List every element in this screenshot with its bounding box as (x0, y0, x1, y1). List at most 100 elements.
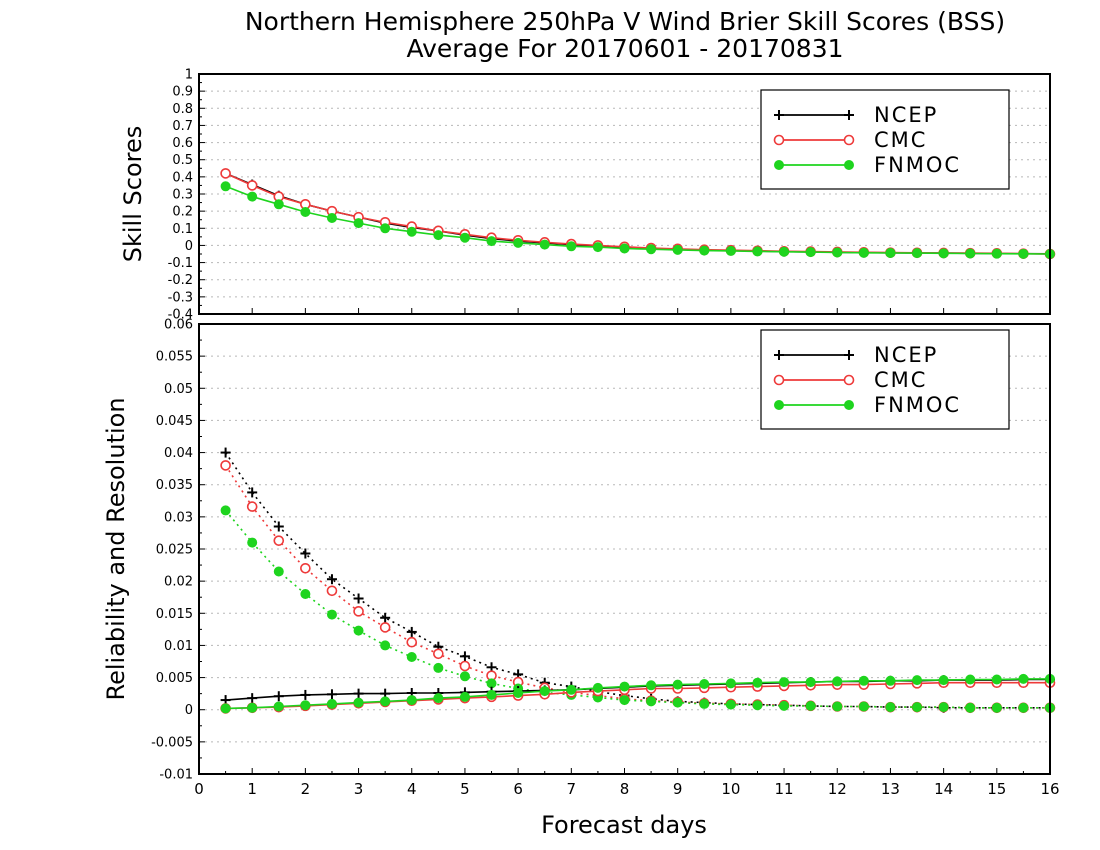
top-y-tick-label: -0.4 (168, 308, 193, 323)
top-legend-fnmoc-label: FNMOC (874, 153, 961, 177)
top-fnmoc-point-11 (513, 237, 524, 248)
top-fnmoc-point-10 (486, 236, 497, 247)
bottom-y-axis-title: Reliability and Resolution (102, 397, 130, 700)
bot-y-tick-label: 0.025 (156, 543, 193, 558)
reliability-resolution-panel: 0.060.0550.050.0450.040.0350.030.0250.02… (102, 308, 1060, 839)
top-legend-ncep-label: NCEP (874, 103, 938, 127)
bot-legend-cmc-marker-right (843, 374, 855, 386)
bot-fnmoc-reliability-point-3 (300, 589, 311, 599)
bot-legend-cmc-label: CMC (874, 368, 927, 392)
bottom-plot-frame (198, 323, 1051, 775)
bot-fnmoc-reliability-point-21 (779, 700, 790, 711)
x-axis-ticks: 0 1 2 3 4 5 6 7 8 9 10 11 12 13 14 15 16 (194, 308, 1060, 798)
bot-cmc-reliability-point-8 (433, 648, 444, 660)
bot-y-tick-label: 0.045 (156, 414, 193, 429)
bot-fnmoc-resolution-point-1 (247, 702, 258, 713)
bot-cmc-reliability-point-9 (459, 660, 471, 672)
top-fnmoc-point-9 (459, 232, 470, 243)
bot-fnmoc-reliability-point-0 (220, 505, 231, 516)
bot-cmc-reliability-point-3 (300, 562, 311, 574)
bot-y-tick-label: 0.01 (164, 639, 193, 654)
bot-fnmoc-resolution-point-8 (433, 693, 444, 704)
bottom-series-layer (220, 447, 1056, 714)
bot-cmc-reliability-point-1 (246, 501, 258, 512)
top-legend-fnmoc-marker-left (774, 160, 784, 170)
top-legend-fnmoc-marker-right (844, 160, 854, 170)
top-y-tick-label: 0.5 (172, 153, 193, 168)
top-fnmoc-point-1 (247, 191, 258, 202)
bot-y-tick-label: 0.035 (156, 478, 193, 493)
x-tick-label: 12 (828, 780, 847, 798)
top-fnmoc-point-18 (699, 245, 710, 256)
bot-fnmoc-reliability-point-28 (965, 702, 976, 713)
top-fnmoc-point-12 (539, 239, 550, 250)
bot-fnmoc-resolution-point-18 (699, 679, 710, 689)
top-fnmoc-point-22 (805, 247, 816, 258)
bot-legend-ncep-label: NCEP (874, 343, 938, 367)
bot-fnmoc-resolution-point-7 (406, 695, 417, 706)
x-tick-label: 0 (194, 780, 204, 798)
bot-fnmoc-resolution-point-26 (912, 675, 923, 686)
bot-legend-fnmoc-marker-left (774, 400, 784, 410)
x-tick-label: 8 (620, 780, 630, 798)
bot-fnmoc-resolution-point-0 (220, 703, 231, 714)
x-tick-label: 13 (881, 780, 900, 798)
bot-y-tick-label: 0.04 (164, 446, 193, 461)
bot-fnmoc-resolution-point-21 (779, 677, 790, 688)
bot-fnmoc-reliability-point-16 (646, 696, 657, 707)
bot-cmc-reliability-point-6 (379, 622, 391, 633)
x-tick-label: 4 (407, 780, 417, 798)
top-y-tick-label: 1 (185, 68, 193, 83)
bot-fnmoc-reliability-point-27 (938, 702, 949, 713)
bot-cmc-reliability-point-5 (353, 606, 364, 617)
x-tick-label: 2 (301, 780, 311, 798)
bot-fnmoc-resolution-point-16 (646, 680, 657, 691)
top-y-tick-label: 0.6 (172, 136, 193, 151)
bot-legend-fnmoc-marker-right (844, 400, 854, 410)
x-tick-label: 15 (987, 780, 1006, 798)
bot-fnmoc-reliability-point-22 (805, 700, 816, 711)
top-fnmoc-point-7 (406, 226, 417, 237)
top-fnmoc-point-28 (965, 248, 976, 259)
bot-fnmoc-resolution-point-22 (805, 677, 816, 688)
bot-fnmoc-reliability-point-24 (858, 701, 869, 712)
x-tick-label: 6 (513, 780, 523, 798)
bot-y-tick-label: -0.005 (151, 735, 193, 750)
bot-fnmoc-reliability-line (224, 509, 1050, 709)
bot-fnmoc-reliability-point-10 (486, 678, 497, 689)
bot-fnmoc-reliability-point-17 (672, 697, 683, 708)
chart-title: Northern Hemisphere 250hPa V Wind Brier … (245, 7, 1005, 36)
top-y-tick-label: -0.3 (168, 290, 193, 305)
bot-y-tick-label: 0.005 (156, 671, 193, 686)
bot-legend-cmc-marker-left (773, 374, 785, 386)
top-fnmoc-point-3 (300, 207, 311, 217)
bot-legend-fnmoc-label: FNMOC (874, 393, 961, 417)
top-fnmoc-point-13 (566, 241, 577, 252)
top-fnmoc-point-30 (1018, 248, 1029, 259)
top-y-tick-label: 0.3 (172, 188, 193, 203)
bot-fnmoc-reliability-point-6 (380, 640, 391, 651)
bot-fnmoc-resolution-point-15 (619, 681, 630, 692)
x-tick-label: 1 (247, 780, 257, 798)
top-fnmoc-point-16 (646, 244, 657, 255)
bot-fnmoc-resolution-point-14 (592, 682, 603, 693)
top-fnmoc-point-6 (380, 223, 391, 234)
x-axis-title: Forecast days (541, 811, 707, 839)
top-fnmoc-point-5 (353, 218, 364, 229)
bot-fnmoc-resolution-point-25 (885, 675, 896, 686)
bot-fnmoc-resolution-point-10 (486, 689, 497, 700)
bot-fnmoc-reliability-point-4 (326, 609, 337, 620)
bot-fnmoc-reliability-point-2 (273, 566, 284, 577)
bot-fnmoc-resolution-point-27 (938, 675, 949, 686)
bot-fnmoc-reliability-point-20 (752, 700, 763, 711)
bot-fnmoc-resolution-point-3 (300, 700, 311, 711)
top-fnmoc-point-23 (832, 247, 843, 258)
chart-subtitle: Average For 20170601 - 20170831 (406, 34, 843, 63)
bot-y-tick-label: 0.06 (164, 318, 193, 333)
x-tick-label: 14 (934, 780, 953, 798)
top-fnmoc-point-19 (725, 245, 736, 256)
bot-fnmoc-reliability-point-1 (247, 537, 258, 548)
bot-fnmoc-reliability-point-26 (912, 702, 923, 713)
top-y-tick-label: 0.4 (172, 170, 193, 185)
